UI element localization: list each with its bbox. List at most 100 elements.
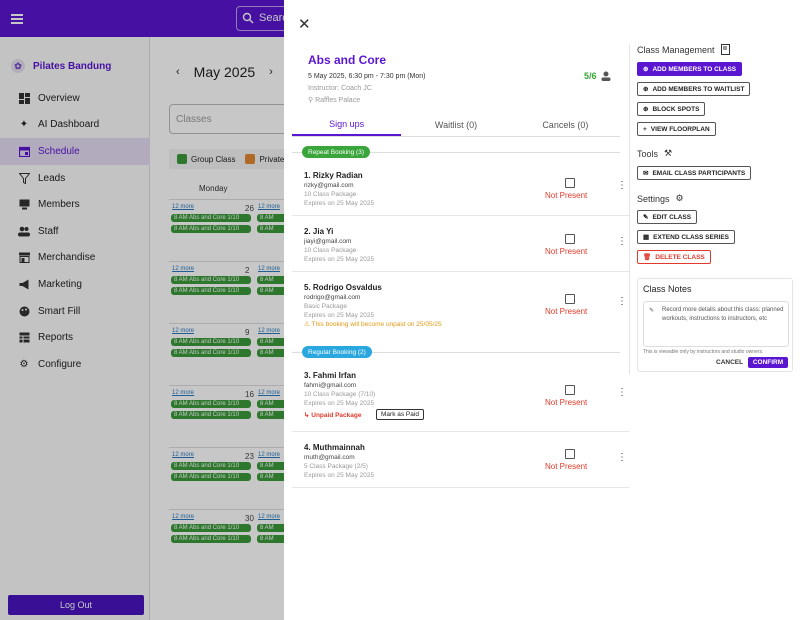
megaphone-icon — [18, 278, 30, 290]
day-number: 30 — [245, 514, 254, 523]
more-link[interactable]: 12 more — [172, 390, 195, 396]
calendar-event[interactable]: 8 AM Abs and Core 1/10 — [171, 400, 251, 408]
sidebar-item-leads[interactable]: Leads — [0, 165, 150, 192]
more-link[interactable]: 12 more — [172, 514, 195, 520]
legend-group-class: Group Class — [191, 154, 236, 164]
more-options-icon[interactable]: ⋮ — [617, 236, 627, 247]
logout-button[interactable]: Log Out — [8, 595, 144, 615]
member-expiry: Expires on 25 May 2025 — [304, 400, 375, 407]
sidebar-item-members[interactable]: Members — [0, 191, 150, 218]
unpaid-package-label: ↳ Unpaid Package — [304, 411, 361, 419]
tab-sign-ups[interactable]: Sign ups — [292, 113, 402, 136]
member-expiry: Expires on 25 May 2025 — [304, 200, 375, 207]
view-floorplan-button[interactable]: + VIEW FLOORPLAN — [637, 122, 716, 136]
calendar-event[interactable]: 8 AM Abs and Core 1/10 — [171, 287, 251, 295]
calendar-event[interactable]: 8 AM — [257, 225, 287, 233]
tab-waitlist[interactable]: Waitlist (0) — [434, 119, 478, 130]
attendance-checkbox[interactable] — [565, 234, 575, 244]
tab-cancels[interactable]: Cancels (0) — [542, 119, 589, 130]
legend-private: Private — [259, 154, 285, 164]
calendar-event[interactable]: 8 AM — [257, 287, 287, 295]
block-spots-label: BLOCK SPOTS — [652, 105, 700, 113]
attendance-checkbox[interactable] — [565, 385, 575, 395]
more-link[interactable]: 12 more — [172, 266, 195, 272]
more-options-icon[interactable]: ⋮ — [617, 180, 627, 191]
more-link[interactable]: 12 more — [258, 328, 281, 334]
calendar-event[interactable]: 8 AM Abs and Core 1/10 — [171, 214, 251, 222]
class-notes-card: Class Notes ✎ Record more details about … — [637, 278, 793, 372]
sidebar-item-marketing[interactable]: Marketing — [0, 271, 150, 298]
calendar-event[interactable]: 8 AM Abs and Core 1/10 — [171, 462, 251, 470]
more-link[interactable]: 12 more — [258, 452, 281, 458]
calendar-event[interactable]: 8 AM Abs and Core 1/10 — [171, 535, 251, 543]
calendar-event[interactable]: 8 AM Abs and Core 1/10 — [171, 411, 251, 419]
day-number: 2 — [245, 266, 250, 275]
attendance-checkbox[interactable] — [565, 178, 575, 188]
more-link[interactable]: 12 more — [258, 204, 281, 210]
extend-class-series-button[interactable]: ▦ EXTEND CLASS SERIES — [637, 230, 736, 244]
sidebar-item-schedule[interactable]: Schedule — [0, 138, 150, 165]
calendar-event[interactable]: 8 AM — [257, 462, 287, 470]
sidebar-item-merchandise[interactable]: Merchandise — [0, 245, 150, 272]
more-options-icon[interactable]: ⋮ — [617, 387, 627, 398]
calendar-event[interactable]: 8 AM Abs and Core 1/10 — [171, 338, 251, 346]
view-floorplan-label: VIEW FLOORPLAN — [650, 125, 710, 133]
more-link[interactable]: 12 more — [258, 390, 281, 396]
email-class-participants-button[interactable]: ✉ EMAIL CLASS PARTICIPANTS — [637, 166, 752, 180]
delete-class-button[interactable]: 🗑 DELETE CLASS — [637, 250, 711, 264]
edit-class-button[interactable]: ✎ EDIT CLASS — [637, 210, 698, 224]
calendar-event[interactable]: 8 AM — [257, 473, 287, 481]
sidebar-item-smart-fill[interactable]: Smart Fill — [0, 298, 150, 325]
attendance-checkbox[interactable] — [565, 449, 575, 459]
brand[interactable]: ✿ Pilates Bandung — [11, 59, 111, 73]
calendar-event[interactable]: 8 AM Abs and Core 1/10 — [171, 473, 251, 481]
attendance-checkbox[interactable] — [565, 294, 575, 304]
more-link[interactable]: 12 more — [258, 266, 281, 272]
block-spots-button[interactable]: ⊕ BLOCK SPOTS — [637, 102, 706, 116]
sidebar-item-reports[interactable]: Reports — [0, 324, 150, 351]
sidebar-item-label: Smart Fill — [38, 305, 81, 317]
add-members-to-waitlist-button[interactable]: ⊕ ADD MEMBERS TO WAITLIST — [637, 82, 751, 96]
close-icon[interactable]: ✕ — [298, 16, 311, 33]
add-members-to-class-button[interactable]: ⊕ ADD MEMBERS TO CLASS — [637, 62, 743, 76]
add-members-label: ADD MEMBERS TO CLASS — [652, 65, 737, 73]
next-month-icon[interactable]: › — [269, 66, 273, 78]
member-email: muth@gmail.com — [304, 454, 355, 461]
class-notes-textarea[interactable]: ✎ Record more details about this class: … — [643, 301, 789, 347]
more-options-icon[interactable]: ⋮ — [617, 452, 627, 463]
calendar-event[interactable]: 8 AM Abs and Core 1/10 — [171, 349, 251, 357]
calendar-event[interactable]: 8 AM — [257, 349, 287, 357]
calendar-event[interactable]: 8 AM — [257, 214, 287, 222]
more-link[interactable]: 12 more — [172, 204, 195, 210]
more-link[interactable]: 12 more — [172, 452, 195, 458]
calendar-event[interactable]: 8 AM — [257, 411, 287, 419]
sidebar-item-configure[interactable]: ⚙ Configure — [0, 351, 150, 378]
sidebar-item-ai-dashboard[interactable]: ✦ AI Dashboard — [0, 112, 150, 139]
prev-month-icon[interactable]: ‹ — [176, 66, 180, 78]
calendar-event[interactable]: 8 AM Abs and Core 1/10 — [171, 524, 251, 532]
mark-as-paid-button[interactable]: Mark as Paid — [376, 409, 424, 420]
more-link[interactable]: 12 more — [258, 514, 281, 520]
more-link[interactable]: 12 more — [172, 328, 195, 334]
notes-cancel-button[interactable]: CANCEL — [716, 359, 744, 366]
calendar-event[interactable]: 8 AM — [257, 276, 287, 284]
calendar-event[interactable]: 8 AM — [257, 338, 287, 346]
sidebar-item-staff[interactable]: Staff — [0, 218, 150, 245]
calendar-event[interactable]: 8 AM Abs and Core 1/10 — [171, 225, 251, 233]
sidebar-item-label: Merchandise — [38, 252, 96, 264]
calendar-event[interactable]: 8 AM — [257, 400, 287, 408]
more-options-icon[interactable]: ⋮ — [617, 296, 627, 307]
sidebar-item-overview[interactable]: Overview — [0, 85, 150, 112]
plus-icon: + — [643, 125, 647, 133]
sidebar-item-label: AI Dashboard — [38, 119, 100, 131]
calendar-event[interactable]: 8 AM Abs and Core 1/10 — [171, 276, 251, 284]
calendar-event[interactable]: 8 AM — [257, 524, 287, 532]
column-divider — [629, 44, 630, 374]
monitor-icon — [18, 199, 30, 211]
reply-arrow-icon: ↳ — [304, 412, 312, 419]
notes-confirm-button[interactable]: CONFIRM — [748, 357, 788, 368]
signup-tabs: Sign ups Waitlist (0) Cancels (0) — [292, 113, 620, 137]
hamburger-menu-icon[interactable] — [11, 14, 23, 24]
modal-backdrop[interactable] — [0, 0, 284, 620]
calendar-event[interactable]: 8 AM — [257, 535, 287, 543]
